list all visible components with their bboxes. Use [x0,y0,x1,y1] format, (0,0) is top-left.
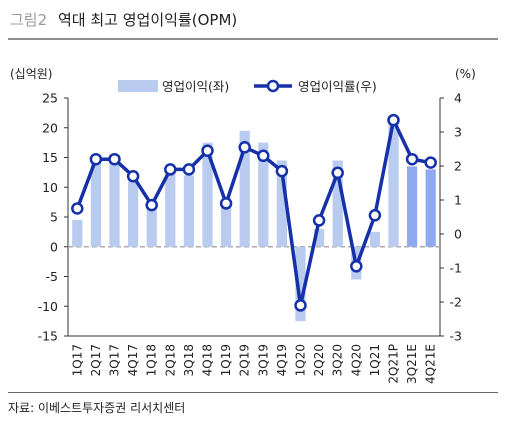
y-right-tick-label: 4 [454,91,462,106]
x-tick-label: 2Q19 [238,344,252,376]
bar-3Q20 [332,160,343,247]
y-left-tick-label: 5 [50,210,58,225]
x-tick-label: 4Q20 [349,344,363,376]
margin-point-2Q19 [238,141,251,154]
margin-point-1Q17 [71,202,84,215]
bar-1Q21 [369,231,381,247]
bar-1Q18 [146,202,157,247]
margin-point-3Q17 [108,152,121,166]
x-tick-label: 4Q19 [275,344,289,376]
y-left-unit: (십억원) [10,67,52,81]
bar-4Q19 [276,160,288,247]
y-left-tick-label: 25 [42,91,58,106]
x-tick-label: 2Q18 [163,344,177,376]
y-left-tick-label: -5 [46,269,58,284]
bar-1Q19 [220,202,232,247]
y-right-tick-label: 3 [454,125,462,140]
line-layer [71,113,437,312]
x-tick-label: 4Q18 [201,344,215,376]
x-tick-label: 1Q20 [294,344,308,376]
margin-point-1Q19 [219,197,233,210]
x-tick-label: 1Q17 [70,344,84,376]
y-right-tick-label: 2 [454,159,462,174]
x-tick-label: 2Q21P [387,344,401,384]
y-left-tick-label: 10 [42,180,58,195]
y-right-tick-label: -3 [450,329,462,344]
legend: 영업이익(좌) 영업이익률(우) [118,79,377,94]
legend-label-operating-profit: 영업이익(좌) [162,79,229,94]
margin-point-1Q21 [368,209,382,222]
x-tick-label: 3Q21E [405,344,419,384]
margin-point-2Q21P [387,113,400,127]
margin-point-3Q20 [331,166,344,180]
bar-2Q21P [388,121,399,247]
margin-point-1Q18 [145,198,158,212]
bar-4Q18 [202,142,213,247]
margin-point-3Q19 [257,149,270,163]
bar-4Q17 [127,172,139,247]
figure-number: 그림2 [10,11,48,29]
bar-2Q18 [165,172,176,247]
y-right-tick-label: -2 [450,295,462,310]
bar-2Q20 [313,228,325,247]
y-left-tick-label: 0 [50,239,58,254]
margin-point-3Q21E [405,152,419,166]
bar-2Q17 [90,160,102,247]
y-left-tick-label: -10 [38,299,58,314]
margin-point-2Q18 [164,163,177,176]
bar-1Q20 [295,246,306,322]
margin-point-1Q20 [294,299,307,312]
legend-swatch-operating-profit [118,80,158,92]
x-tick-label: 1Q19 [219,344,233,376]
x-tick-label: 4Q17 [126,344,140,376]
bar-4Q21E [425,169,436,247]
x-tick-label: 3Q19 [256,344,270,376]
x-tick-label: 3Q17 [108,344,122,376]
x-tick-label: 2Q20 [312,344,326,376]
bar-3Q19 [258,142,269,247]
legend-line-marker [266,79,280,93]
chart-title: 역대 최고 영업이익률(OPM) [58,11,238,29]
source-divider [8,392,498,393]
y-left-tick-label: -15 [38,329,58,344]
margin-point-2Q17 [89,152,103,166]
source-note: 자료: 이베스트투자증권 리서치센터 [8,401,186,415]
y-left-tick-label: 15 [42,150,58,165]
bar-2Q19 [239,130,250,247]
bar-3Q18 [183,175,195,247]
margin-point-2Q20 [312,214,326,227]
y-right-unit: (%) [455,67,476,81]
y-right-tick-label: 1 [454,193,462,208]
legend-label-operating-margin: 영업이익률(우) [298,79,377,94]
bar-3Q17 [109,154,120,247]
x-tick-label: 3Q20 [331,344,345,376]
y-left-tick-label: 20 [42,120,58,135]
x-tick-label: 1Q21 [368,344,382,376]
y-right-tick-label: 0 [454,227,462,242]
x-tick-label: 4Q21E [424,344,438,384]
margin-point-4Q17 [126,169,140,183]
title-divider [8,38,498,40]
bar-3Q21E [406,166,418,247]
x-tick-label: 3Q18 [182,344,196,376]
x-tick-label: 1Q18 [145,344,159,376]
x-tick-label: 2Q17 [89,344,103,376]
margin-point-4Q19 [275,164,289,178]
margin-point-4Q21E [424,156,437,169]
y-right-tick-label: -1 [450,261,462,276]
margin-point-3Q18 [182,163,196,176]
margin-point-4Q18 [201,144,214,157]
bars-layer [72,121,436,322]
bar-1Q17 [72,219,83,247]
margin-point-4Q20 [350,260,363,273]
